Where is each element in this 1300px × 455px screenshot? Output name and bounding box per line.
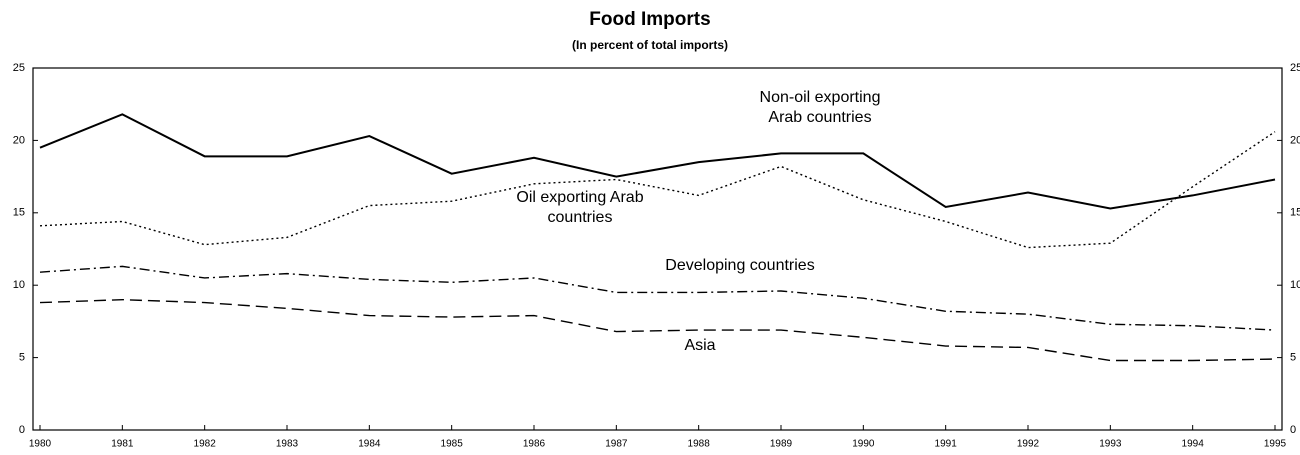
series-label: Developing countries	[665, 257, 815, 274]
series-line	[39, 113, 1276, 210]
x-tick-label: 1994	[1182, 439, 1205, 450]
y2-tick-label: 25	[1290, 62, 1300, 74]
x-tick-label: 1987	[605, 439, 628, 450]
chart-title: Food Imports	[589, 9, 710, 30]
y2-tick-label: 15	[1290, 207, 1300, 219]
y-tick-label: 0	[19, 424, 25, 436]
x-tick-label: 1990	[852, 439, 875, 450]
x-tick-label: 1981	[111, 439, 134, 450]
series-label: Non-oil exporting Arab countries	[759, 89, 881, 126]
y-tick-label: 15	[13, 207, 25, 219]
plot-frame	[32, 67, 1283, 431]
x-tick-label: 1980	[29, 439, 52, 450]
y2-tick-label: 5	[1290, 352, 1296, 364]
y-tick-label: 20	[13, 134, 25, 146]
x-tick-label: 1986	[523, 439, 546, 450]
series-line	[39, 131, 1276, 249]
series-label: Oil exporting Arab countries	[516, 189, 644, 226]
x-tick-label: 1995	[1264, 439, 1287, 450]
x-tick-label: 1992	[1017, 439, 1040, 450]
chart-subtitle: (In percent of total imports)	[572, 38, 728, 52]
series-line	[39, 265, 1276, 331]
x-tick-label: 1983	[276, 439, 299, 450]
series-line	[39, 298, 1276, 362]
x-tick-label: 1991	[935, 439, 958, 450]
x-tick-label: 1989	[770, 439, 793, 450]
x-tick-label: 1984	[358, 439, 381, 450]
x-tick-label: 1985	[441, 439, 464, 450]
series-label: Asia	[684, 337, 716, 354]
x-tick-label: 1993	[1099, 439, 1122, 450]
x-tick-label: 1982	[194, 439, 217, 450]
y-tick-label: 10	[13, 279, 25, 291]
x-tick-label: 1988	[688, 439, 711, 450]
y2-tick-label: 0	[1290, 424, 1296, 436]
y2-tick-label: 20	[1290, 134, 1300, 146]
y-tick-label: 5	[19, 352, 25, 364]
y-tick-label: 25	[13, 62, 25, 74]
y2-tick-label: 10	[1290, 279, 1300, 291]
